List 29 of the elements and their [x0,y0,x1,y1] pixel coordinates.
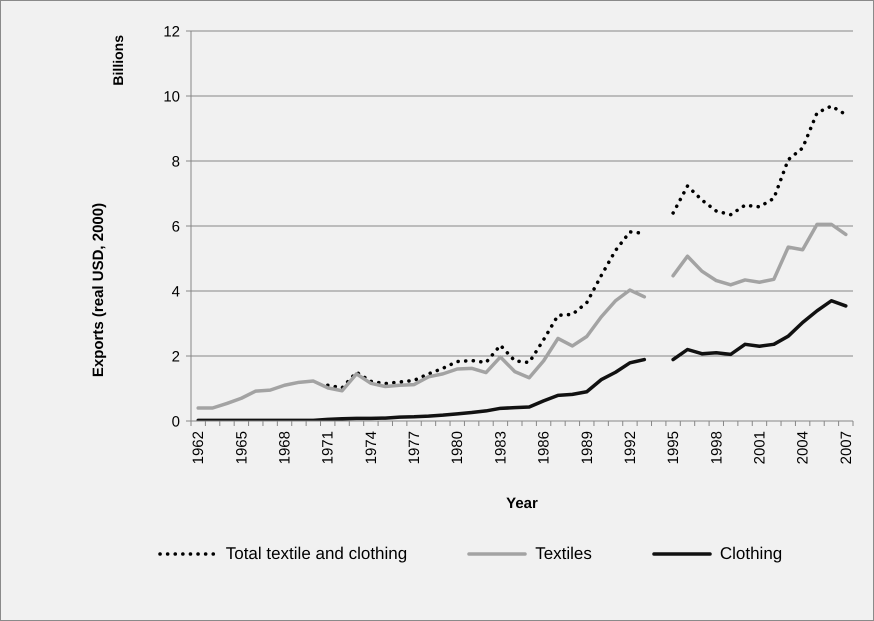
x-tick-label: 1968 [276,431,294,464]
x-tick-label: 1980 [448,431,466,464]
y-tick-label: 10 [163,88,180,106]
x-axis-title: Year [506,495,538,512]
x-tick-label: 1962 [190,431,207,464]
y-tick-label: 6 [172,218,180,236]
y-tick-label: 0 [172,413,180,430]
x-tick-label: 1983 [492,431,509,464]
x-tick-label: 2001 [750,431,768,464]
y-tick-label: 12 [163,23,180,40]
text: Billions [110,34,126,86]
y-tick-label: 8 [172,153,180,170]
x-tick-label: 2007 [837,431,854,464]
x-tick-label: 1974 [362,431,380,464]
legend-label: Textiles [535,544,592,564]
x-tick-label: 2004 [794,431,812,464]
x-tick-label: 1989 [578,431,596,464]
y-tick-label: 2 [172,348,180,366]
x-tick-label: 1995 [664,431,682,464]
x-tick-label: 1977 [406,431,423,464]
x-tick-label: 1965 [232,431,250,464]
x-tick-label: 1998 [708,431,725,464]
legend-label: Total textile and clothing [226,544,408,564]
x-tick-label: 1986 [535,431,552,464]
x-tick-label: 1992 [621,431,638,464]
x-tick-label: 1971 [319,431,336,464]
y-axis-title: Exports (real USD, 2000) [90,202,107,378]
legend-label: Clothing [720,544,782,564]
y-tick-label: 4 [172,283,180,300]
